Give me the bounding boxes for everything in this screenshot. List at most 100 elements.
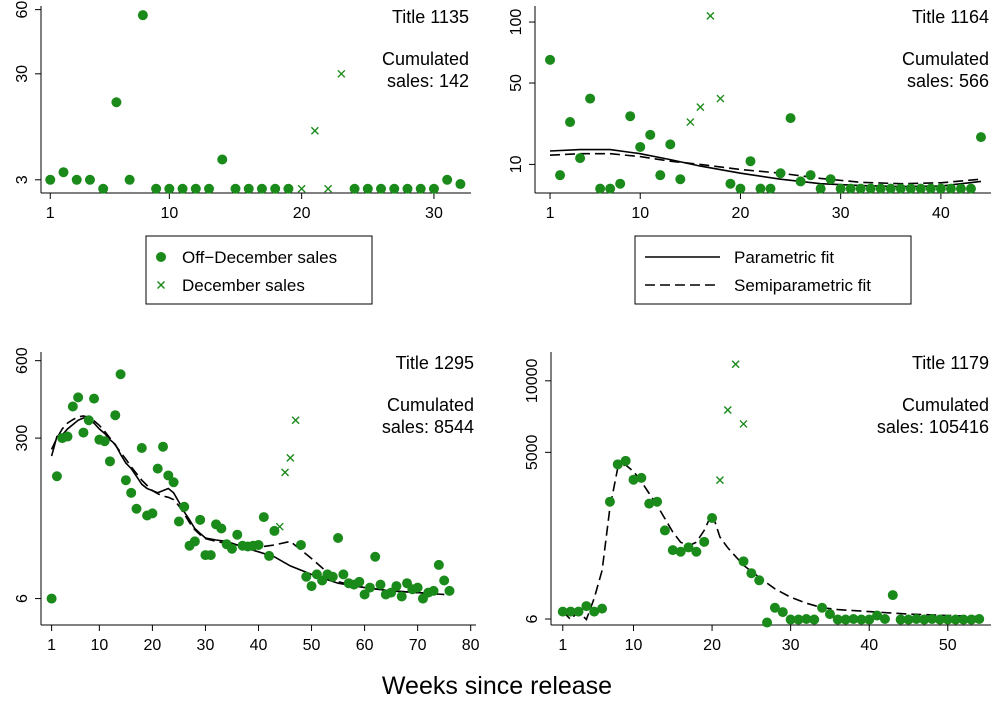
off-december-point <box>575 153 586 164</box>
y-tick-label: 10000 <box>524 358 541 403</box>
off-december-point <box>295 539 306 550</box>
off-december-point <box>73 392 84 403</box>
off-december-point <box>152 463 163 474</box>
off-december-point <box>333 532 344 543</box>
off-december-point <box>855 183 866 194</box>
x-axis-label: Weeks since release <box>382 672 612 700</box>
off-december-point <box>762 617 773 628</box>
off-december-point <box>415 183 426 194</box>
off-december-point <box>879 614 890 625</box>
off-december-point <box>565 117 576 128</box>
legend-circle-icon <box>156 252 166 262</box>
off-december-point <box>754 575 765 586</box>
off-december-point <box>131 503 142 514</box>
x-tick-label: 80 <box>462 637 480 654</box>
y-tick-label: 50 <box>508 74 525 92</box>
off-december-point <box>376 183 387 194</box>
off-december-point <box>270 183 281 194</box>
off-december-point <box>840 614 851 625</box>
panel-3: 1 10 20 30 40 50 60 70 80 6 300 600 Title 1295 Cumula… <box>14 347 480 654</box>
off-december-point <box>136 443 147 454</box>
off-december-point <box>204 183 215 194</box>
off-december-point <box>195 514 206 525</box>
x-tick-label: 1 <box>46 205 55 222</box>
off-december-point <box>615 178 626 189</box>
legend-label: December sales <box>182 276 305 295</box>
off-december-point <box>604 496 615 507</box>
off-december-point <box>124 174 135 185</box>
off-december-point <box>111 97 122 108</box>
off-december-point <box>589 606 600 617</box>
legend-fit-types: Parametric fit Semiparametric fit <box>634 235 912 305</box>
legend-box <box>634 235 912 305</box>
december-point <box>281 468 290 477</box>
off-december-point <box>428 183 439 194</box>
december-point <box>291 416 300 425</box>
off-december-point <box>645 129 656 140</box>
x-tick-label: 20 <box>293 205 311 222</box>
off-december-point <box>573 606 584 617</box>
y-tick-label: 100 <box>508 9 525 36</box>
x-tick-label: 50 <box>939 637 957 654</box>
parametric-fit-line <box>549 148 982 188</box>
off-december-point <box>115 369 126 380</box>
panel-title: Title 1135 <box>392 7 469 27</box>
off-december-point <box>412 582 423 593</box>
off-december-point <box>99 436 110 447</box>
off-december-point <box>164 183 175 194</box>
y-tick-label: 600 <box>14 347 31 374</box>
off-december-point <box>581 601 592 612</box>
off-december-point <box>173 516 184 527</box>
off-december-point <box>396 591 407 602</box>
off-december-point <box>725 178 736 189</box>
off-december-point <box>966 614 977 625</box>
december-point <box>731 360 740 369</box>
semiparametric-fit-line <box>549 152 982 185</box>
cumulated-sales-label: Cumulated <box>902 49 989 69</box>
december-point <box>686 118 695 127</box>
off-december-point <box>785 614 796 625</box>
off-december-point <box>835 183 846 194</box>
off-december-point <box>51 471 62 482</box>
off-december-point <box>45 174 56 185</box>
off-december-point <box>179 501 190 512</box>
off-december-point <box>864 614 875 625</box>
panel-title: Title 1179 <box>912 353 989 373</box>
off-december-point <box>628 474 639 485</box>
off-december-point <box>391 581 402 592</box>
x-tick-label: 30 <box>782 637 800 654</box>
off-december-point <box>217 154 228 165</box>
off-december-point <box>955 183 966 194</box>
off-december-point <box>439 575 450 586</box>
december-point <box>723 406 732 415</box>
off-december-point <box>707 513 718 524</box>
off-december-point <box>975 132 986 143</box>
off-december-point <box>809 614 820 625</box>
off-december-point <box>945 183 956 194</box>
off-december-point <box>232 529 243 540</box>
off-december-point <box>78 427 89 438</box>
off-december-point <box>785 113 796 124</box>
x-tick-label: 70 <box>409 637 427 654</box>
off-december-point <box>934 614 945 625</box>
off-december-point <box>625 111 636 122</box>
off-december-point <box>832 614 843 625</box>
december-point <box>286 453 295 462</box>
off-december-point <box>905 183 916 194</box>
off-december-point <box>801 614 812 625</box>
off-december-point <box>163 470 174 481</box>
panel-title: Title 1164 <box>912 7 989 27</box>
x-tick-label: 40 <box>932 205 950 222</box>
y-tick-label: 6 <box>524 614 541 623</box>
off-december-point <box>84 174 95 185</box>
off-december-point <box>665 139 676 150</box>
off-december-point <box>177 183 188 194</box>
off-december-point <box>612 459 623 470</box>
x-tick-label: 30 <box>197 637 215 654</box>
off-december-point <box>98 183 109 194</box>
off-december-point <box>389 183 400 194</box>
off-december-point <box>595 183 606 194</box>
off-december-point <box>205 550 216 561</box>
